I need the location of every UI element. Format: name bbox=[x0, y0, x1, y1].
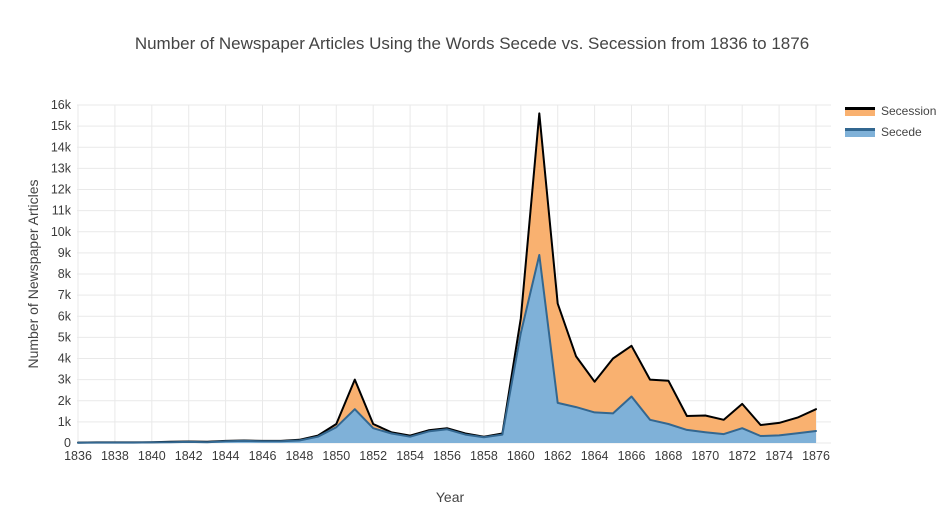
secede-swatch-icon bbox=[845, 127, 875, 137]
x-tick-label: 1864 bbox=[581, 449, 609, 463]
x-tick-label: 1850 bbox=[322, 449, 350, 463]
x-tick-label: 1872 bbox=[728, 449, 756, 463]
y-tick-label: 9k bbox=[58, 246, 72, 260]
legend-label-secession: Secession bbox=[881, 104, 937, 118]
y-tick-label: 14k bbox=[51, 140, 72, 154]
y-axis-title: Number of Newspaper Articles bbox=[25, 179, 41, 369]
y-tick-label: 15k bbox=[51, 119, 72, 133]
y-tick-label: 5k bbox=[58, 330, 72, 344]
x-tick-label: 1860 bbox=[507, 449, 535, 463]
legend-item-secession[interactable]: Secession bbox=[845, 104, 936, 118]
x-tick-label: 1840 bbox=[138, 449, 166, 463]
x-tick-label: 1858 bbox=[470, 449, 498, 463]
y-tick-label: 0 bbox=[64, 436, 71, 450]
x-tick-label: 1862 bbox=[544, 449, 572, 463]
y-tick-label: 3k bbox=[58, 373, 72, 387]
y-tick-label: 12k bbox=[51, 183, 72, 197]
legend-label-secede: Secede bbox=[881, 125, 922, 139]
y-tick-label: 13k bbox=[51, 161, 72, 175]
y-tick-label: 8k bbox=[58, 267, 72, 281]
x-tick-label: 1846 bbox=[249, 449, 277, 463]
x-tick-label: 1876 bbox=[802, 449, 830, 463]
x-tick-label: 1848 bbox=[285, 449, 313, 463]
y-tick-label: 1k bbox=[58, 415, 72, 429]
secede-line bbox=[77, 254, 817, 444]
x-tick-label: 1838 bbox=[101, 449, 129, 463]
x-tick-label: 1866 bbox=[618, 449, 646, 463]
secession-area bbox=[78, 113, 816, 444]
y-tick-label: 6k bbox=[58, 309, 72, 323]
secession-swatch-icon bbox=[845, 106, 875, 116]
x-tick-label: 1852 bbox=[359, 449, 387, 463]
x-tick-label: 1836 bbox=[64, 449, 92, 463]
x-tick-label: 1842 bbox=[175, 449, 203, 463]
x-tick-label: 1854 bbox=[396, 449, 424, 463]
y-tick-label: 11k bbox=[52, 204, 72, 218]
x-tick-label: 1844 bbox=[212, 449, 240, 463]
legend-item-secede[interactable]: Secede bbox=[845, 125, 936, 139]
y-tick-label: 16k bbox=[51, 98, 72, 112]
y-tick-label: 10k bbox=[51, 225, 72, 239]
x-tick-label: 1868 bbox=[654, 449, 682, 463]
legend: Secession Secede bbox=[845, 104, 936, 139]
y-tick-label: 2k bbox=[58, 394, 72, 408]
x-axis-title: Year bbox=[435, 489, 465, 505]
x-tick-label: 1856 bbox=[433, 449, 461, 463]
chart-title: Number of Newspaper Articles Using the W… bbox=[134, 34, 810, 53]
x-tick-label: 1874 bbox=[765, 449, 793, 463]
x-tick-label: 1870 bbox=[691, 449, 719, 463]
y-tick-label: 4k bbox=[58, 352, 72, 366]
y-tick-label: 7k bbox=[58, 288, 72, 302]
